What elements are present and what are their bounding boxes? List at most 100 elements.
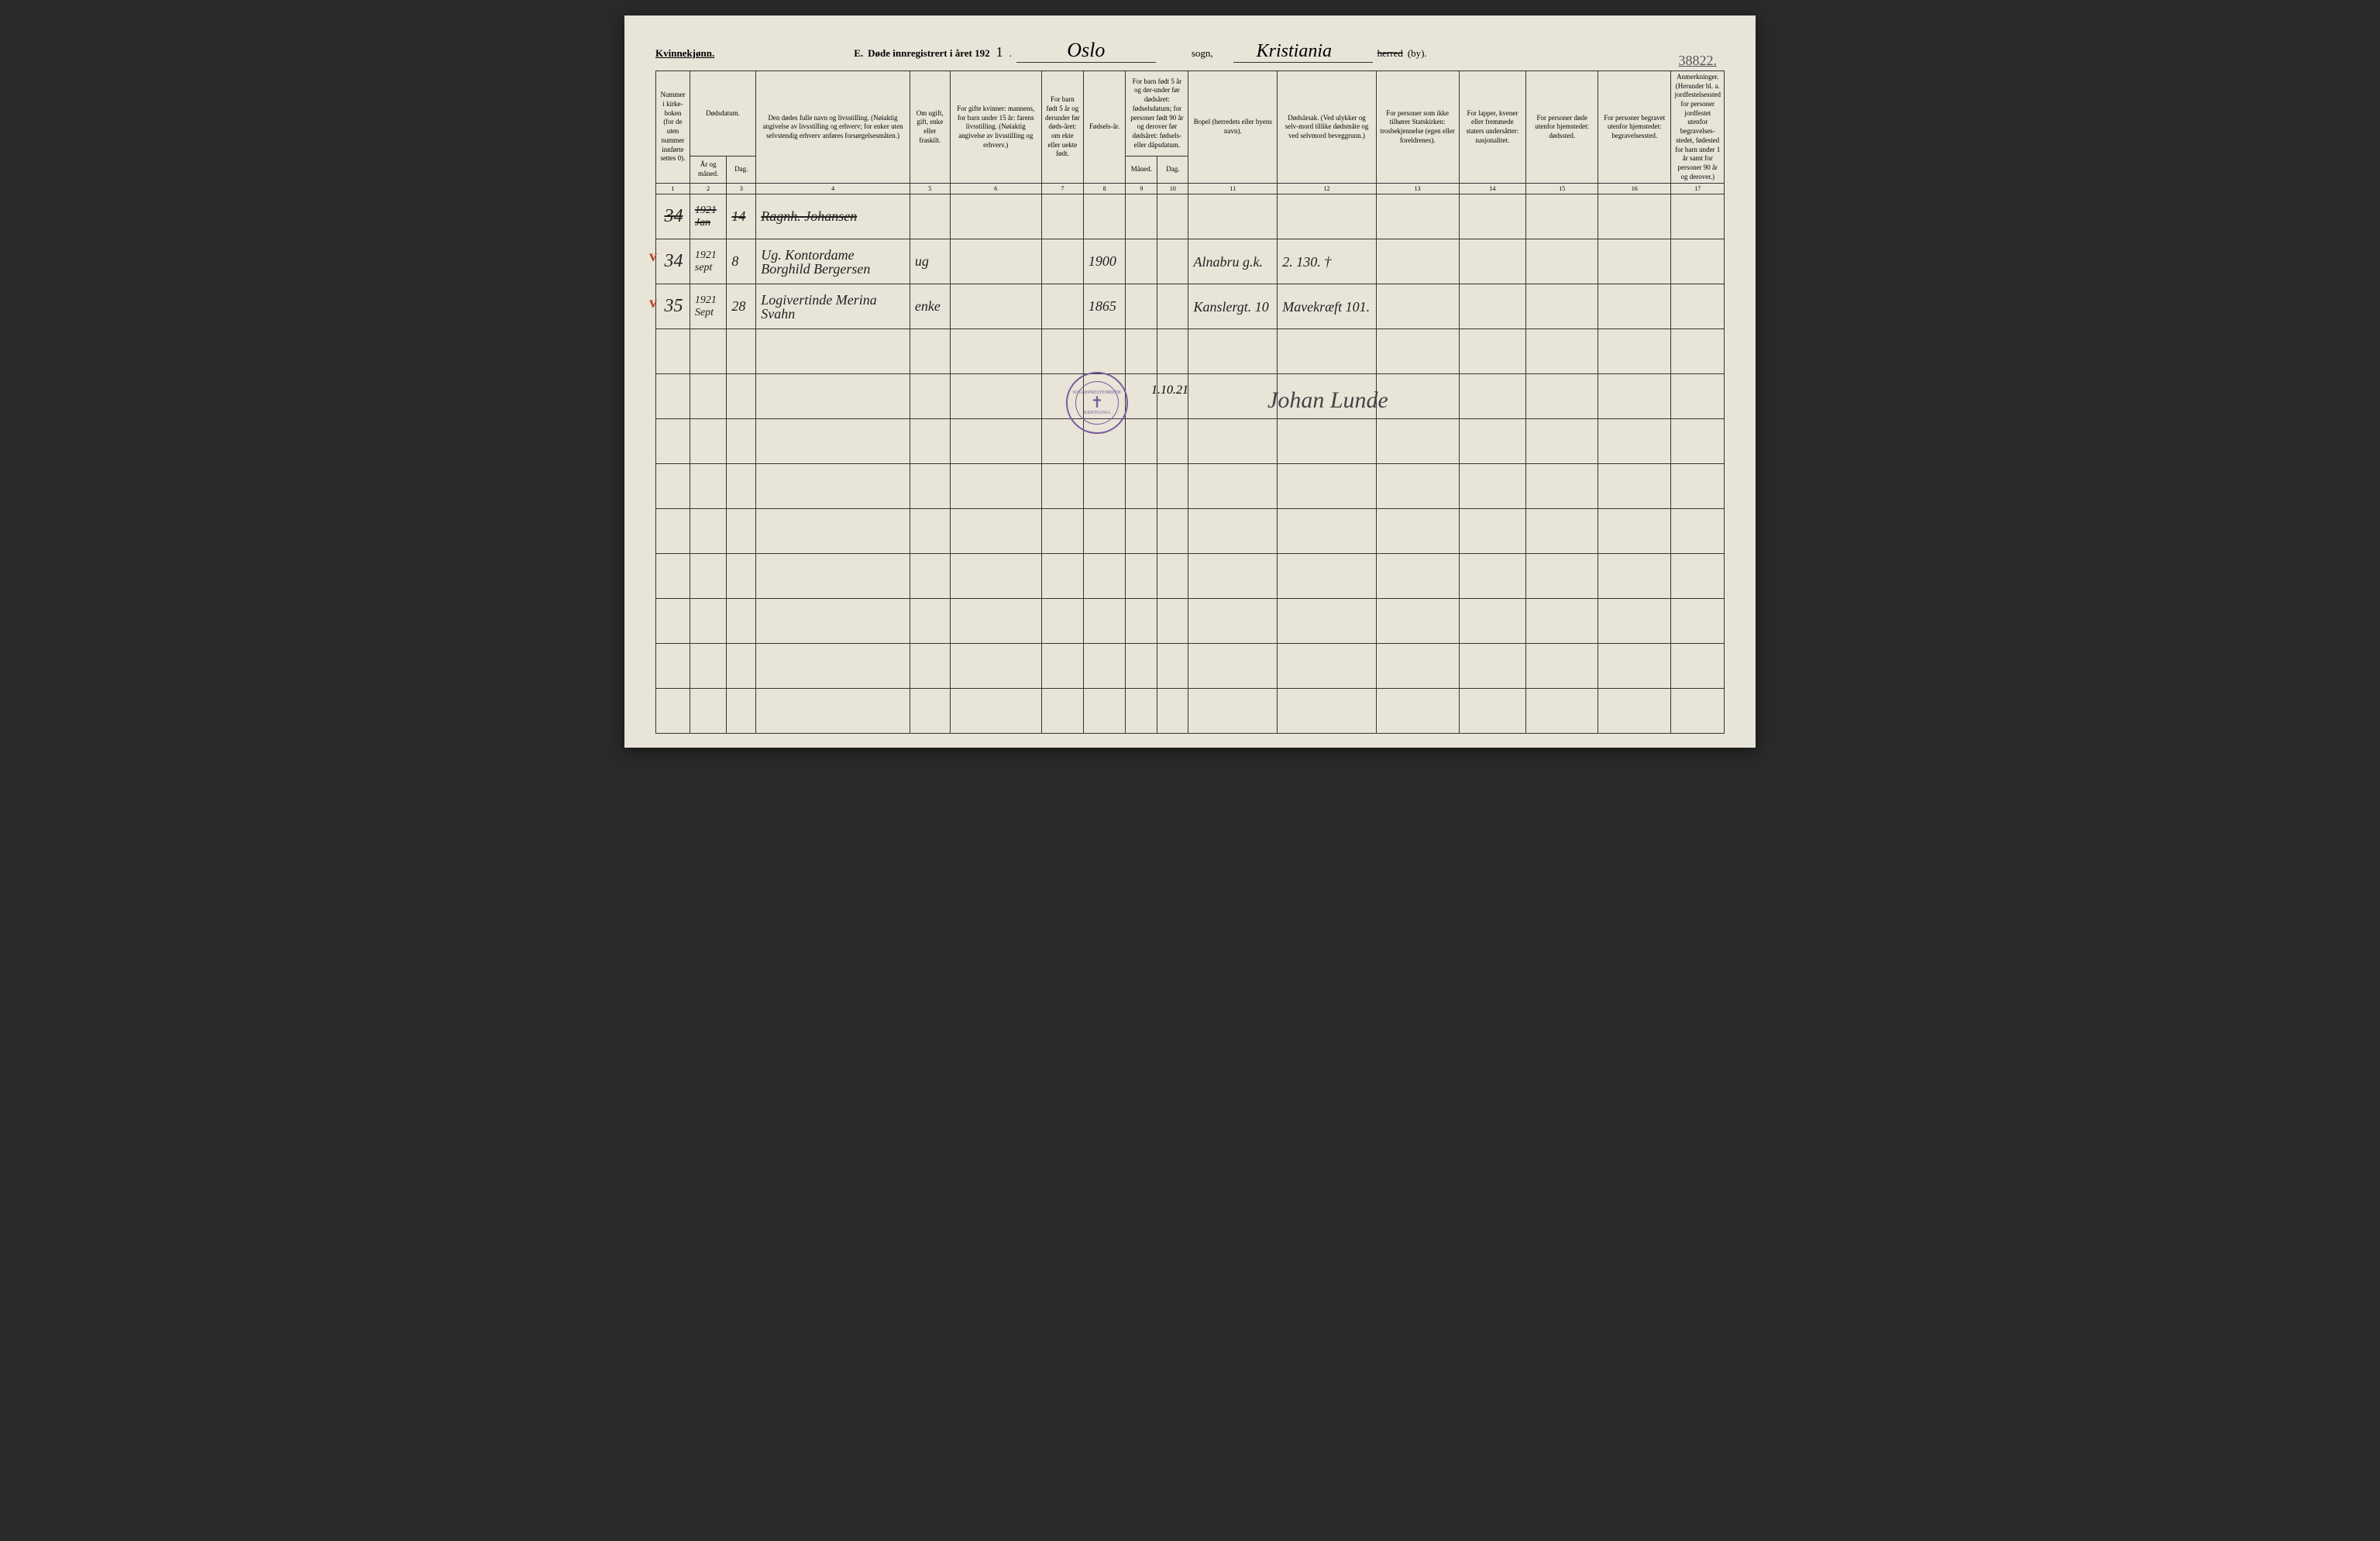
faith <box>1376 284 1459 329</box>
name-occupation: Ragnh. Johansen <box>756 194 910 239</box>
table-row: 34 1921 sept 8 Ug. Kontordame Borghild B… <box>656 239 1725 284</box>
death-register-table: Nummer i kirke-boken (for de uten nummer… <box>655 71 1725 734</box>
table-row <box>656 599 1725 644</box>
year-month: 1921 sept <box>690 239 727 284</box>
residence: Alnabru g.k. <box>1188 239 1278 284</box>
table-row <box>656 554 1725 599</box>
by-label: (by). <box>1408 47 1427 60</box>
col-num: 8 <box>1083 184 1126 194</box>
col-header: For personer døde utenfor hjemstedet: dø… <box>1526 71 1598 184</box>
child-status <box>1041 194 1083 239</box>
signature: Johan Lunde <box>1267 387 1388 414</box>
gender-heading: Kvinnekjønn. <box>655 47 714 60</box>
col-num: 13 <box>1376 184 1459 194</box>
table-header: Nummer i kirke-boken (for de uten nummer… <box>656 71 1725 194</box>
col-header: Bopel (herredets eller byens navn). <box>1188 71 1278 184</box>
col-header: Nummer i kirke-boken (for de uten nummer… <box>656 71 690 184</box>
relation <box>950 239 1041 284</box>
table-row: 34 1921 Jan 14 Ragnh. Johansen <box>656 194 1725 239</box>
col-header: For personer som ikke tilhører Statskirk… <box>1376 71 1459 184</box>
red-check-mark: v <box>649 294 657 312</box>
col-sub-header: Dag. <box>1157 157 1188 184</box>
table-row: 35 1921 Sept 28 Logivertinde Merina Svah… <box>656 284 1725 329</box>
col-header: Dødsdatum. <box>690 71 755 157</box>
notes <box>1671 239 1725 284</box>
signature-date: 1.10.21 <box>1151 384 1188 397</box>
title-line: E. Døde innregistrert i året 192 1 . Osl… <box>854 39 1427 63</box>
cause-of-death: Mavekræft 101. <box>1278 284 1377 329</box>
col-sub-header: Dag. <box>727 157 756 184</box>
col-num: 16 <box>1598 184 1671 194</box>
page-number: 38822. <box>1679 53 1718 69</box>
residence: Kanslergt. 10 <box>1188 284 1278 329</box>
page-header: Kvinnekjønn. E. Døde innregistrert i åre… <box>655 39 1725 63</box>
col-num: 9 <box>1126 184 1157 194</box>
col-header: Fødsels-år. <box>1083 71 1126 184</box>
col-num: 17 <box>1671 184 1725 194</box>
parish-stamp: SOGNEPRESTEMBEDE ✝ KRISTIANIA <box>1066 372 1128 434</box>
col-num: 1 <box>656 184 690 194</box>
table-row <box>656 419 1725 464</box>
col-num: 7 <box>1041 184 1083 194</box>
day: 8 <box>727 239 756 284</box>
parish-name: Oslo <box>1016 39 1156 63</box>
entry-number: 34 <box>656 194 690 239</box>
birth-year: 1900 <box>1083 239 1126 284</box>
birth-month <box>1126 239 1157 284</box>
entry-number: 35 <box>656 284 690 329</box>
col-header: Den dødes fulle navn og livsstilling. (N… <box>756 71 910 184</box>
notes <box>1671 194 1725 239</box>
year-suffix: 1 <box>995 44 1005 60</box>
name-occupation: Ug. Kontordame Borghild Bergersen <box>756 239 910 284</box>
relation <box>950 284 1041 329</box>
col-num: 5 <box>910 184 950 194</box>
nationality <box>1459 194 1526 239</box>
birth-year: 1865 <box>1083 284 1126 329</box>
title-text: Døde innregistrert i året 192 <box>868 47 989 60</box>
col-num: 11 <box>1188 184 1278 194</box>
marital-status <box>910 194 950 239</box>
marital-status: ug <box>910 239 950 284</box>
faith <box>1376 194 1459 239</box>
city-name: Kristiania <box>1233 41 1373 63</box>
col-header: For barn født 5 år og der-under før døds… <box>1126 71 1188 157</box>
birth-month <box>1126 284 1157 329</box>
entry-number: 34 <box>656 239 690 284</box>
table-row <box>656 464 1725 509</box>
col-num: 12 <box>1278 184 1377 194</box>
birth-year <box>1083 194 1126 239</box>
death-place <box>1526 284 1598 329</box>
birth-day <box>1157 194 1188 239</box>
birth-day <box>1157 239 1188 284</box>
nationality <box>1459 239 1526 284</box>
col-header: For barn født 5 år og derunder før døds-… <box>1041 71 1083 184</box>
herred-label: herred <box>1377 47 1403 60</box>
year-month: 1921 Jan <box>690 194 727 239</box>
stamp-bottom-text: KRISTIANIA <box>1084 411 1110 415</box>
col-num: 10 <box>1157 184 1188 194</box>
nationality <box>1459 284 1526 329</box>
cause-of-death <box>1278 194 1377 239</box>
col-header: Anmerkninger. (Herunder bl. a. jordfeste… <box>1671 71 1725 184</box>
col-num: 14 <box>1459 184 1526 194</box>
col-header: For personer begravet utenfor hjemstedet… <box>1598 71 1671 184</box>
burial-place <box>1598 194 1671 239</box>
col-num: 15 <box>1526 184 1598 194</box>
table-row <box>656 644 1725 689</box>
residence <box>1188 194 1278 239</box>
col-sub-header: År og måned. <box>690 157 727 184</box>
day: 28 <box>727 284 756 329</box>
table-row <box>656 374 1725 419</box>
col-sub-header: Måned. <box>1126 157 1157 184</box>
table-body: 34 1921 Jan 14 Ragnh. Johansen 34 <box>656 194 1725 734</box>
burial-place <box>1598 284 1671 329</box>
cross-icon: ✝ <box>1091 395 1104 411</box>
child-status <box>1041 284 1083 329</box>
stamp-inner: SOGNEPRESTEMBEDE ✝ KRISTIANIA <box>1075 381 1119 425</box>
col-header: For gifte kvinner: mannens, for barn und… <box>950 71 1041 184</box>
table-row <box>656 509 1725 554</box>
death-place <box>1526 239 1598 284</box>
col-header: Dødsårsak. (Ved ulykker og selv-mord til… <box>1278 71 1377 184</box>
sogn-label: sogn, <box>1192 47 1213 60</box>
death-place <box>1526 194 1598 239</box>
